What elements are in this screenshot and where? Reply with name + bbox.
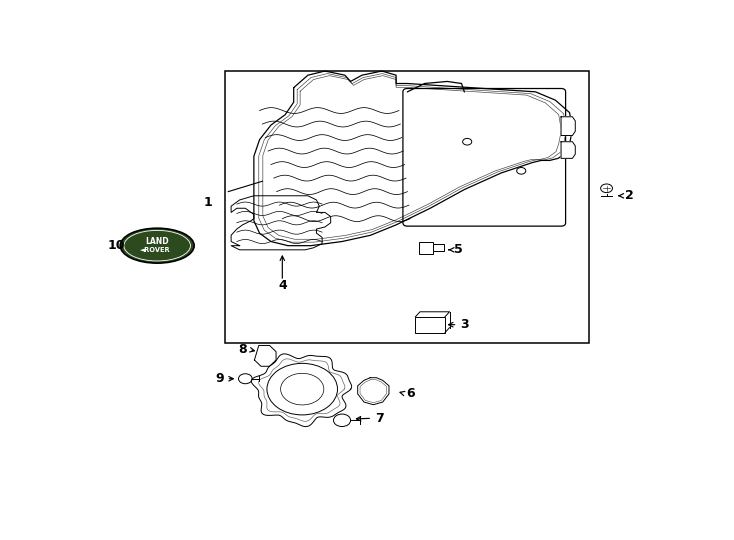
FancyBboxPatch shape <box>403 89 566 226</box>
Polygon shape <box>561 117 575 136</box>
Bar <box>419 241 433 254</box>
Text: 9: 9 <box>215 372 224 385</box>
Text: 4: 4 <box>278 279 287 292</box>
Text: 10: 10 <box>107 239 125 252</box>
Text: ◄ROVER: ◄ROVER <box>140 247 171 253</box>
Text: 7: 7 <box>374 411 383 425</box>
Text: 2: 2 <box>625 190 633 202</box>
Text: 1: 1 <box>204 195 213 208</box>
Text: 6: 6 <box>406 387 415 400</box>
Bar <box>433 244 445 252</box>
Text: 3: 3 <box>460 318 469 331</box>
Bar <box>225 71 589 343</box>
Polygon shape <box>561 141 575 158</box>
Text: 5: 5 <box>454 244 463 256</box>
Text: LAND: LAND <box>145 238 169 246</box>
Text: 8: 8 <box>238 343 247 356</box>
Bar <box>415 317 445 333</box>
Ellipse shape <box>124 231 190 261</box>
Ellipse shape <box>120 228 194 263</box>
